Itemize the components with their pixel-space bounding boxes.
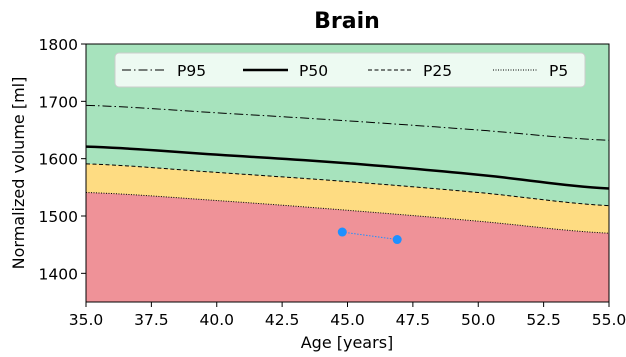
y-tick-label: 1500 xyxy=(39,208,78,226)
x-axis: 35.0 37.5 40.0 42.5 45.0 47.5 50.0 52.5 55.0 xyxy=(69,302,626,329)
legend-label-p25: P25 xyxy=(423,62,452,80)
plot-lines xyxy=(86,104,609,234)
y-tick-label: 1700 xyxy=(39,93,78,111)
x-tick-label: 55.0 xyxy=(592,311,626,329)
x-tick-label: 37.5 xyxy=(134,311,169,329)
x-tick-label: 42.5 xyxy=(265,311,300,329)
series-line-p50 xyxy=(86,145,609,190)
series-line-p25 xyxy=(86,163,609,207)
legend-label-p95: P95 xyxy=(177,62,206,80)
x-tick-label: 52.5 xyxy=(526,311,561,329)
legend: P95 P50 P25 P5 xyxy=(114,52,586,88)
y-tick-label: 1800 xyxy=(39,36,78,54)
y-tick-label: 1600 xyxy=(39,151,78,169)
x-tick-label: 35.0 xyxy=(69,311,104,329)
observation-point xyxy=(337,227,347,237)
legend-label-p5: P5 xyxy=(549,62,568,80)
x-tick-label: 45.0 xyxy=(330,311,365,329)
band-p5-p25 xyxy=(86,163,609,234)
y-tick-label: 1400 xyxy=(39,265,78,283)
observations xyxy=(337,227,402,245)
y-axis-label: Normalized volume [ml] xyxy=(9,77,28,270)
chart-title: Brain xyxy=(314,9,380,34)
x-tick-label: 40.0 xyxy=(199,311,234,329)
legend-box xyxy=(114,52,586,88)
y-axis: 1400 1500 1600 1700 1800 xyxy=(39,36,86,283)
observation-line xyxy=(342,231,398,241)
band-below-p5 xyxy=(86,192,609,302)
legend-label-p50: P50 xyxy=(299,62,328,80)
observation-point xyxy=(392,235,402,245)
x-tick-label: 50.0 xyxy=(461,311,496,329)
series-line-p95 xyxy=(86,104,609,141)
x-tick-label: 47.5 xyxy=(396,311,431,329)
x-axis-label: Age [years] xyxy=(301,333,394,352)
